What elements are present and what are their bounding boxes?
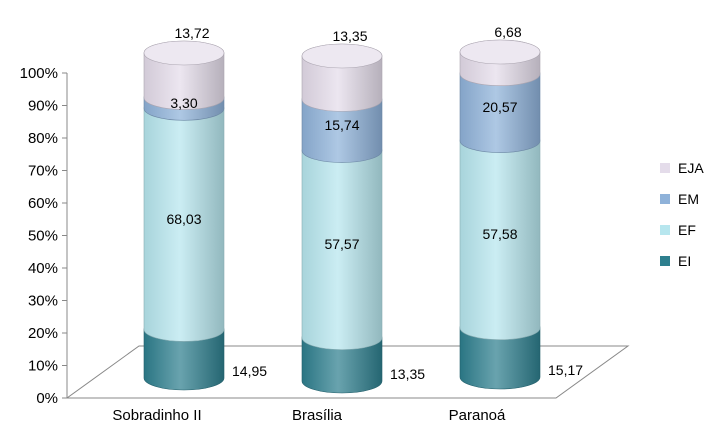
y-axis: 0% 10% 20% 30% 40% 50% 60% 70% 80% 90% 100% (20, 65, 68, 407)
y-tick-label: 30% (28, 293, 58, 310)
y-tick-label: 80% (28, 130, 58, 147)
cylinder-paranoa (459, 39, 541, 390)
legend-item-ei: EI (660, 253, 691, 269)
cylinder-top-cap (459, 39, 541, 65)
data-label-eja-sobradinho-ii: 13,72 (174, 25, 209, 41)
data-label-ef-paranoa: 57,58 (482, 226, 517, 242)
bars (143, 39, 541, 394)
legend-swatch (660, 163, 670, 173)
y-tick-label: 60% (28, 195, 58, 212)
legend-label: EJA (678, 160, 704, 176)
legend-item-ef: EF (660, 222, 696, 238)
y-tick-label: 20% (28, 325, 58, 342)
legend-label: EF (678, 222, 696, 238)
data-label-ei-paranoa: 15,17 (548, 362, 583, 378)
y-tick-label: 70% (28, 163, 58, 180)
data-label-em-paranoa: 20,57 (482, 99, 517, 115)
cylinder-top-cap (143, 40, 225, 66)
legend-item-eja: EJA (660, 160, 704, 176)
category-labels: Sobradinho II Brasília Paranoá (112, 407, 506, 423)
y-tick-label: 10% (28, 358, 58, 375)
legend-swatch (660, 194, 670, 204)
y-tick-label: 40% (28, 260, 58, 277)
legend-label: EM (678, 191, 699, 207)
cylinder-top-cap (301, 43, 383, 69)
data-label-ei-brasilia: 13,35 (390, 366, 425, 382)
x-tick-label-paranoa: Paranoá (449, 407, 506, 423)
data-labels: 14,95 68,03 3,30 13,72 13,35 57,57 15,74 13,35 1… (166, 24, 583, 382)
legend-swatch (660, 225, 670, 235)
data-label-eja-brasilia: 13,35 (332, 28, 367, 44)
legend: EJA EM EF EI (660, 160, 704, 269)
y-tick-label: 0% (36, 390, 58, 407)
cylinder-brasilia (301, 43, 383, 394)
cylinder-sobradinho-ii (143, 40, 225, 391)
x-tick-label-sobradinho-ii: Sobradinho II (112, 407, 201, 423)
y-tick-label: 90% (28, 98, 58, 115)
data-label-em-brasilia: 15,74 (324, 117, 359, 133)
data-label-ef-brasilia: 57,57 (324, 236, 359, 252)
data-label-ef-sobradinho-ii: 68,03 (166, 211, 201, 227)
data-label-em-sobradinho-ii: 3,30 (170, 95, 197, 111)
legend-label: EI (678, 253, 691, 269)
data-label-eja-paranoa: 6,68 (494, 24, 521, 40)
legend-swatch (660, 256, 670, 266)
x-tick-label-brasilia: Brasília (292, 407, 343, 423)
legend-item-em: EM (660, 191, 699, 207)
y-tick-label: 50% (28, 228, 58, 245)
data-label-ei-sobradinho-ii: 14,95 (232, 363, 267, 379)
y-tick-label: 100% (20, 65, 58, 82)
